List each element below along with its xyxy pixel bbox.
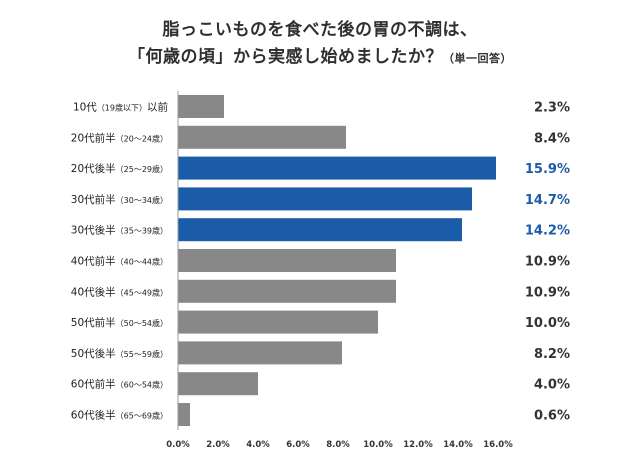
x-tick-label-1: 0.0% [166,440,190,450]
value-label-4: 14.7% [525,193,570,208]
category-label-10: 60代前半（60～54歳） [71,378,168,391]
value-label-3: 15.9% [525,162,570,177]
category-label-8: 50代前半（50～54歳） [71,316,168,329]
category-label-3: 20代後半（25～29歳） [71,162,168,175]
value-label-10: 4.0% [534,378,570,393]
bar-2 [178,125,346,149]
bar-4 [178,187,472,211]
value-label-2: 8.4% [534,131,570,146]
value-label-11: 0.6% [534,409,570,424]
x-tick-label-4: 6.0% [286,440,310,450]
bar-3 [178,156,496,180]
bar-6 [178,249,396,272]
bar-7 [178,279,396,303]
chart-title-main: 「何歳の頃」から実感し始めましたか？ [128,47,443,67]
x-tick-label-5: 8.0% [326,440,350,450]
x-tick-label-6: 10.0% [363,440,393,450]
chart-title-suffix: （単一回答） [443,52,512,65]
category-label-1: 10代（19歳以下）以前 [73,101,168,114]
category-label-2: 20代前半（20～24歳） [71,131,168,144]
category-label-6: 40代前半（40～44歳） [71,255,168,268]
bar-1 [178,95,224,118]
value-label-9: 8.2% [534,347,570,362]
category-label-7: 40代後半（45～49歳） [71,285,168,298]
chart-title-line2: 「何歳の頃」から実感し始めましたか？（単一回答） [0,42,640,67]
value-label-8: 10.0% [525,316,570,331]
category-label-5: 30代後半（35～39歳） [71,224,168,237]
x-tick-label-9: 16.0% [483,440,513,450]
chart-title-line1: 脂っこいものを食べた後の胃の不調は、 [162,20,478,40]
value-label-5: 14.2% [525,224,570,239]
value-label-6: 10.9% [525,255,570,270]
value-label-1: 2.3% [534,101,570,116]
value-label-7: 10.9% [525,285,570,300]
bar-9 [178,341,342,365]
bar-10 [178,372,258,396]
x-tick-label-3: 4.0% [246,440,270,450]
category-label-9: 50代後半（55～59歳） [71,347,168,360]
x-tick-label-8: 14.0% [443,440,473,450]
x-tick-label-2: 2.0% [206,440,230,450]
bar-11 [178,403,190,426]
bar-5 [178,218,462,242]
category-label-4: 30代前半（30～34歳） [71,193,168,206]
category-label-11: 60代後半（65～69歳） [71,409,168,422]
x-tick-label-7: 12.0% [403,440,433,450]
bar-8 [178,310,378,334]
